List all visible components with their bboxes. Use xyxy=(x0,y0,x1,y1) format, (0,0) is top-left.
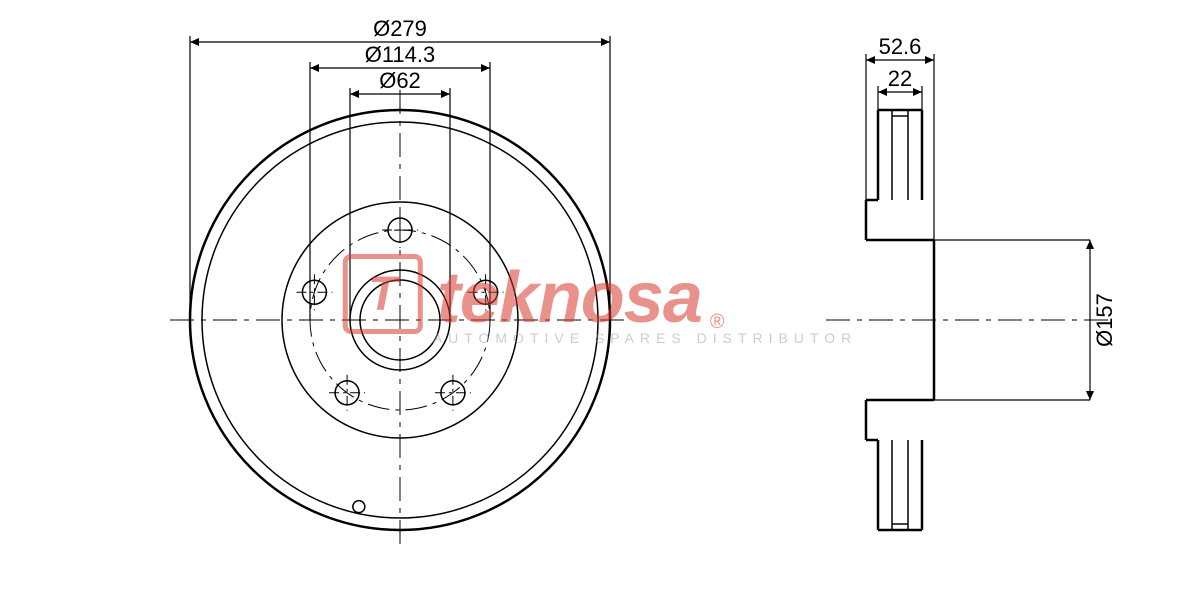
technical-drawing: Ø279Ø114.3Ø62 52.6 22 Ø157 xyxy=(0,0,1200,600)
svg-text:Ø157: Ø157 xyxy=(1092,293,1117,347)
svg-text:22: 22 xyxy=(888,66,912,91)
svg-text:Ø62: Ø62 xyxy=(379,68,421,93)
svg-text:52.6: 52.6 xyxy=(879,34,922,59)
svg-text:Ø279: Ø279 xyxy=(373,16,427,41)
svg-text:Ø114.3: Ø114.3 xyxy=(365,42,436,67)
